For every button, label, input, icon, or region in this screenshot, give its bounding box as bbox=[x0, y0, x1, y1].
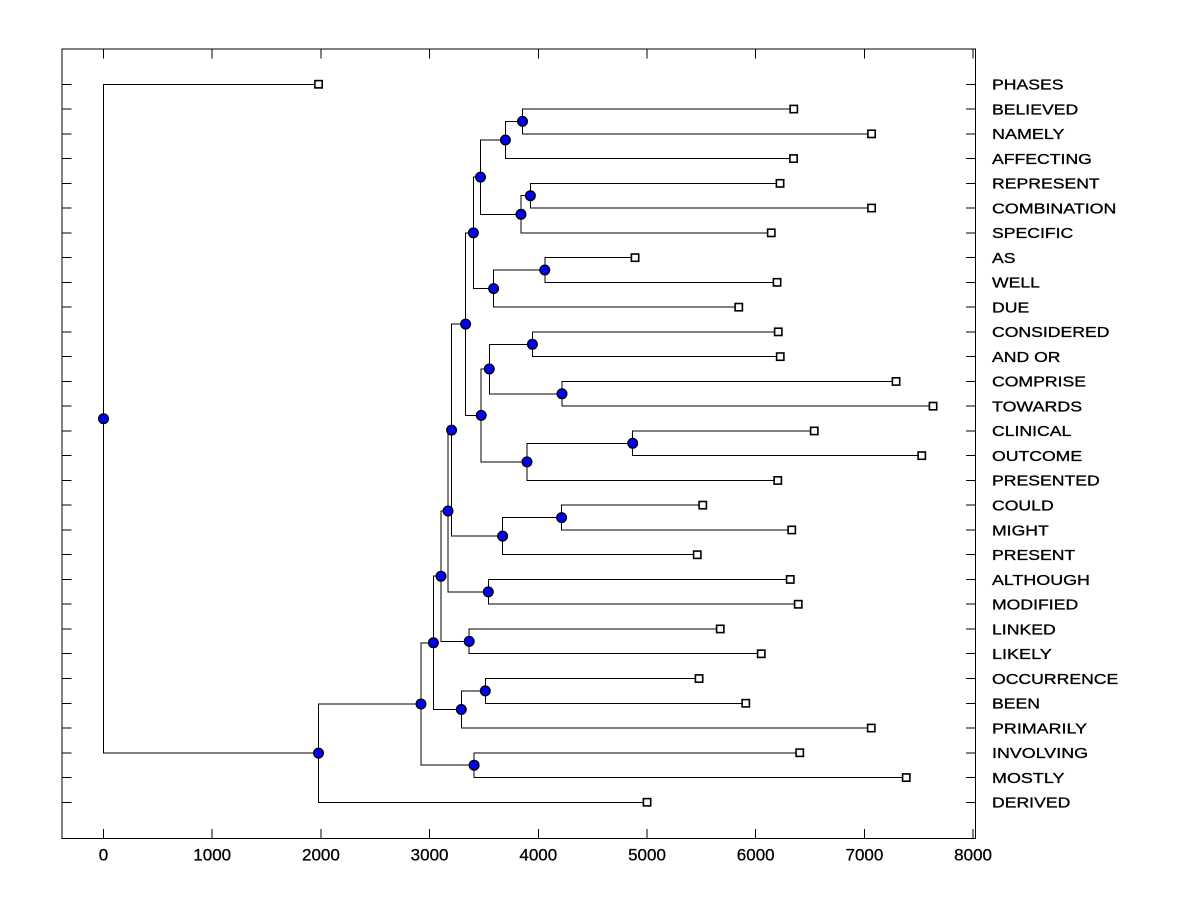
svg-text:DERIVED: DERIVED bbox=[992, 795, 1070, 812]
svg-text:MODIFIED: MODIFIED bbox=[992, 597, 1078, 614]
svg-text:COMPRISE: COMPRISE bbox=[992, 374, 1086, 391]
svg-text:BEEN: BEEN bbox=[992, 696, 1040, 713]
svg-text:0: 0 bbox=[99, 846, 108, 865]
svg-text:DUE: DUE bbox=[992, 299, 1029, 316]
svg-text:AND OR: AND OR bbox=[992, 349, 1061, 366]
svg-text:SPECIFIC: SPECIFIC bbox=[992, 225, 1073, 242]
svg-text:BELIEVED: BELIEVED bbox=[992, 101, 1078, 118]
svg-text:7000: 7000 bbox=[845, 846, 883, 865]
svg-text:COULD: COULD bbox=[992, 498, 1054, 515]
svg-text:2000: 2000 bbox=[302, 846, 340, 865]
svg-text:CLINICAL: CLINICAL bbox=[992, 423, 1071, 440]
svg-text:PRESENT: PRESENT bbox=[992, 547, 1075, 564]
svg-text:OUTCOME: OUTCOME bbox=[992, 448, 1082, 465]
svg-text:3000: 3000 bbox=[411, 846, 449, 865]
svg-text:ALTHOUGH: ALTHOUGH bbox=[992, 572, 1090, 589]
svg-text:INVOLVING: INVOLVING bbox=[992, 745, 1088, 762]
svg-text:4000: 4000 bbox=[519, 846, 557, 865]
svg-text:COMBINATION: COMBINATION bbox=[992, 200, 1116, 217]
svg-text:8000: 8000 bbox=[954, 846, 992, 865]
svg-text:REPRESENT: REPRESENT bbox=[992, 176, 1100, 193]
svg-text:AFFECTING: AFFECTING bbox=[992, 151, 1092, 168]
svg-text:NAMELY: NAMELY bbox=[992, 126, 1065, 143]
svg-text:OCCURRENCE: OCCURRENCE bbox=[992, 671, 1118, 688]
svg-text:WELL: WELL bbox=[992, 275, 1040, 292]
svg-text:PHASES: PHASES bbox=[992, 77, 1064, 94]
svg-text:CONSIDERED: CONSIDERED bbox=[992, 324, 1110, 341]
svg-text:LIKELY: LIKELY bbox=[992, 646, 1052, 663]
svg-text:LINKED: LINKED bbox=[992, 621, 1056, 638]
svg-text:PRESENTED: PRESENTED bbox=[992, 473, 1100, 490]
svg-text:6000: 6000 bbox=[737, 846, 775, 865]
svg-text:MIGHT: MIGHT bbox=[992, 522, 1049, 539]
svg-text:5000: 5000 bbox=[628, 846, 666, 865]
svg-text:1000: 1000 bbox=[193, 846, 231, 865]
svg-text:MOSTLY: MOSTLY bbox=[992, 770, 1065, 787]
svg-text:PRIMARILY: PRIMARILY bbox=[992, 720, 1087, 737]
svg-text:TOWARDS: TOWARDS bbox=[992, 399, 1082, 416]
svg-text:AS: AS bbox=[992, 250, 1016, 267]
